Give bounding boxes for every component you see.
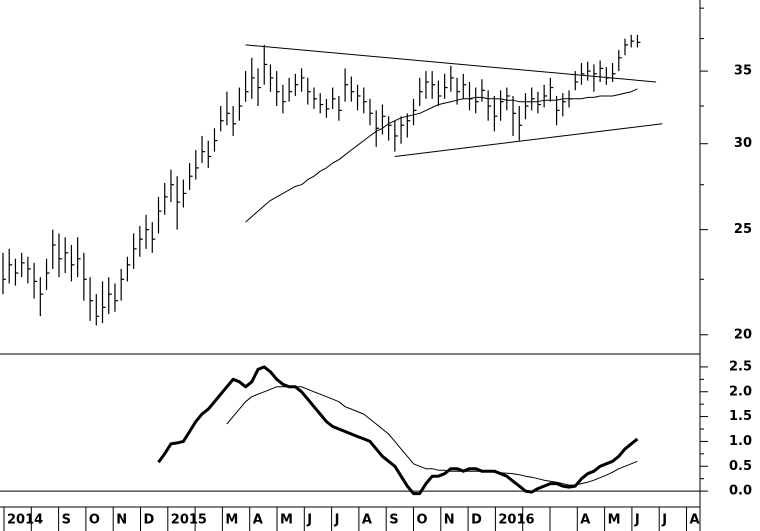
x-tick-label: O xyxy=(89,513,100,528)
y-tick-label: 0.0 xyxy=(729,484,752,499)
x-tick-label: A xyxy=(362,513,372,528)
x-tick-label: M xyxy=(225,513,238,528)
x-tick-label: O xyxy=(417,513,428,528)
moving-average xyxy=(245,88,638,223)
y-tick-label: 2.5 xyxy=(729,359,752,374)
x-tick-label: A xyxy=(580,513,590,528)
y-tick-label: 20 xyxy=(734,327,752,342)
x-tick-label: S xyxy=(389,513,398,528)
y-tick-label: 1.0 xyxy=(729,434,752,449)
y-tick-label: 25 xyxy=(734,222,752,237)
x-tick-label: 2016 xyxy=(498,513,534,528)
x-tick-label: J xyxy=(634,513,640,528)
x-tick-label: M xyxy=(280,513,293,528)
indicator-line xyxy=(226,386,638,486)
x-tick-label: D xyxy=(144,513,155,528)
x-tick-label: A xyxy=(253,513,263,528)
x-tick-label: S xyxy=(62,513,71,528)
x-tick-label: N xyxy=(444,513,455,528)
x-tick-label: J xyxy=(661,513,667,528)
y-tick-label: 2.0 xyxy=(729,384,752,399)
y-tick-label: 30 xyxy=(734,136,752,151)
x-tick-label: 2015 xyxy=(171,513,207,528)
x-tick-label: N xyxy=(116,513,127,528)
x-tick-label: A xyxy=(690,513,700,528)
y-tick-label: 0.5 xyxy=(729,459,752,474)
y-tick-label: 1.5 xyxy=(729,409,752,424)
y-tick-label: 35 xyxy=(734,64,752,79)
x-tick-label: 2014 xyxy=(7,513,43,528)
x-tick-label: D xyxy=(471,513,482,528)
x-tick-label: J xyxy=(306,513,312,528)
x-tick-label: J xyxy=(334,513,340,528)
x-axis-labels: 2014 S O N D 2015 M A M J J A S O N D 2016 A M J J A xyxy=(3,507,700,531)
indicator-line xyxy=(157,365,639,496)
trendline xyxy=(245,44,657,83)
trendline xyxy=(394,123,663,157)
x-tick-label: M xyxy=(608,513,621,528)
